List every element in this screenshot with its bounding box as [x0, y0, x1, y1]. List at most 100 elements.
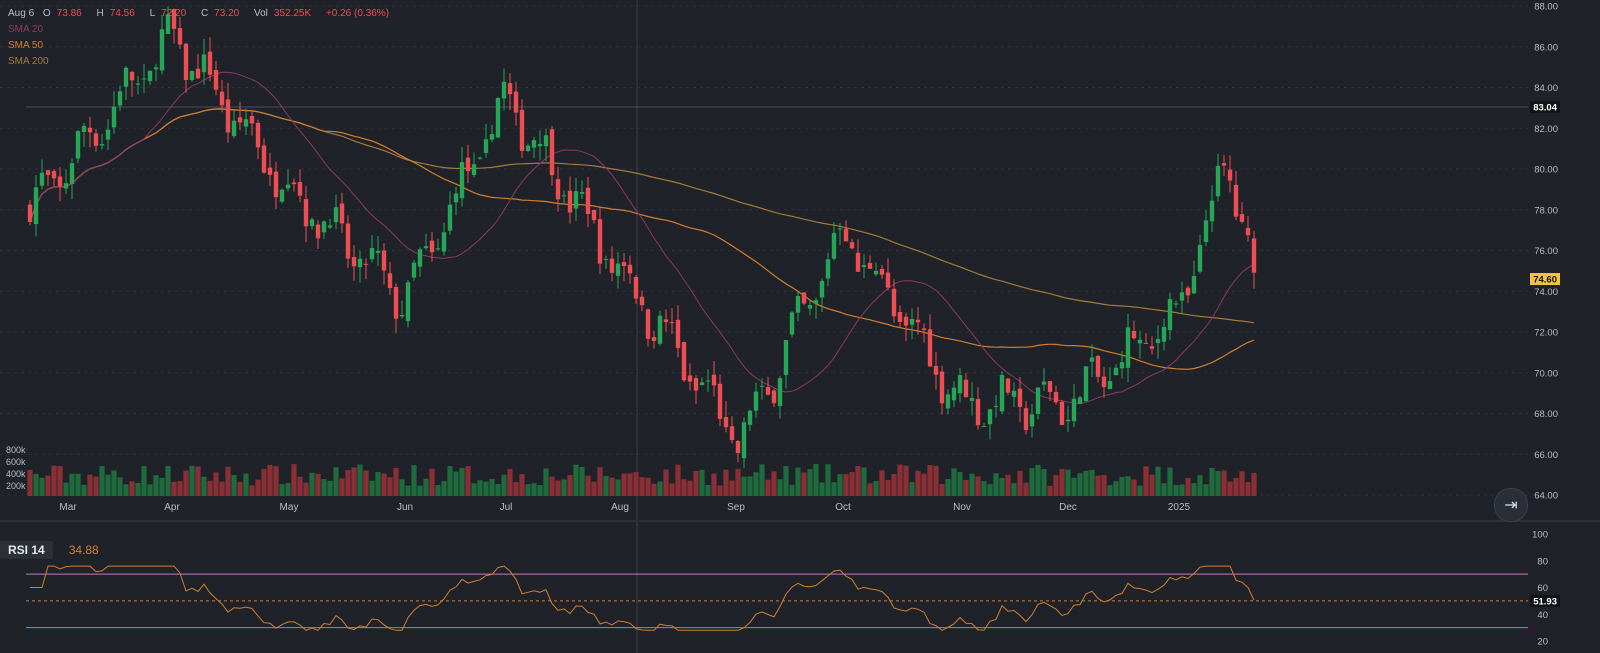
volume-bar	[237, 481, 243, 496]
candle-body	[363, 263, 369, 265]
volume-bar	[633, 472, 639, 496]
volume-bar	[1137, 485, 1143, 496]
candle-body	[171, 9, 177, 29]
volume-bar	[651, 483, 657, 496]
volume-bar	[945, 479, 951, 496]
volume-bar	[51, 465, 57, 496]
candle-body	[1065, 419, 1071, 422]
candlesticks[interactable]	[27, 6, 1257, 469]
volume-bar	[933, 465, 939, 496]
volume-bar	[927, 465, 933, 496]
candle-body	[525, 145, 531, 152]
volume-bar	[153, 475, 159, 496]
candle-body	[909, 318, 915, 325]
volume-bar	[387, 477, 393, 496]
candle-body	[669, 322, 675, 324]
candle-body	[75, 131, 81, 159]
volume-bar	[1173, 484, 1179, 496]
candle-body	[849, 242, 855, 249]
candle-body	[627, 264, 633, 274]
volume-bar	[105, 474, 111, 496]
candle-body	[1239, 214, 1245, 222]
candle-body	[1083, 366, 1089, 402]
candle-body	[993, 405, 999, 407]
volume-bar	[1011, 483, 1017, 496]
rsi-title[interactable]: RSI 14	[0, 541, 53, 559]
volume-bar	[147, 484, 153, 496]
volume-bar	[711, 473, 717, 496]
candle-body	[573, 191, 579, 209]
candle-body	[471, 164, 477, 176]
volume-bar	[39, 477, 45, 496]
volume-bar	[705, 484, 711, 496]
volume-bar	[411, 465, 417, 496]
volume-bar	[1161, 483, 1167, 496]
goto-latest-button[interactable]: ⇥	[1494, 488, 1528, 522]
volume-bar	[393, 467, 399, 496]
volume-bar	[699, 469, 705, 496]
candle-body	[429, 240, 435, 253]
volume-bar	[1107, 485, 1113, 496]
volume-bar	[453, 471, 459, 496]
volume-bar	[357, 464, 363, 496]
candle-body	[963, 379, 969, 398]
candle-body	[771, 390, 777, 404]
candle-body	[483, 139, 489, 153]
legend-sma-200[interactable]: SMA 200	[8, 56, 49, 67]
candle-body	[885, 272, 891, 288]
volume-tick: 400k	[6, 469, 26, 479]
volume-bar	[993, 473, 999, 496]
candle-body	[819, 280, 825, 298]
volume-bar	[171, 481, 177, 496]
candle-body	[249, 116, 255, 124]
candle-body	[813, 300, 819, 304]
volume-bar	[1101, 474, 1107, 496]
candle-body	[873, 270, 879, 275]
candle-body	[843, 228, 849, 242]
candle-body	[645, 309, 651, 339]
volume-bar	[183, 470, 189, 496]
candle-body	[465, 157, 471, 172]
volume-bar	[939, 484, 945, 496]
candle-body	[1053, 392, 1059, 403]
candle-body	[759, 385, 765, 387]
candle-body	[603, 259, 609, 261]
volume-bar	[885, 479, 891, 496]
legend-sma-50[interactable]: SMA 50	[8, 40, 44, 51]
candle-body	[177, 28, 183, 45]
volume-bar	[807, 469, 813, 496]
candle-body	[747, 410, 753, 425]
volume-bar	[801, 472, 807, 496]
volume-bar	[645, 477, 651, 496]
candle-body	[783, 340, 789, 375]
candle-body	[591, 209, 597, 221]
volume-bar	[681, 479, 687, 496]
volume-bar	[363, 470, 369, 496]
volume-bar	[777, 479, 783, 496]
volume-tick: 200k	[6, 481, 26, 491]
candle-body	[1227, 169, 1233, 181]
volume-bar	[435, 485, 441, 496]
volume-bar	[369, 480, 375, 496]
volume-bar	[831, 482, 837, 496]
volume-bar	[471, 483, 477, 496]
candle-body	[1197, 244, 1203, 272]
candle-body	[141, 78, 147, 80]
volume-bar	[201, 476, 207, 496]
time-tick-label: Apr	[164, 502, 180, 513]
time-tick-label: Sep	[727, 502, 745, 513]
candle-body	[1131, 330, 1137, 339]
candle-body	[495, 98, 501, 138]
volume-bar	[345, 470, 351, 496]
volume-bar	[1053, 475, 1059, 496]
volume-bar	[525, 484, 531, 496]
price-tick-label: 82.00	[1534, 124, 1558, 135]
volume-bar	[405, 485, 411, 496]
candle-body	[1179, 292, 1185, 301]
candle-body	[549, 129, 555, 176]
time-tick-label: Oct	[835, 502, 851, 513]
legend-volume: 352.25K	[273, 8, 312, 19]
legend-sma-20[interactable]: SMA 20	[8, 24, 44, 35]
candle-body	[255, 122, 261, 148]
